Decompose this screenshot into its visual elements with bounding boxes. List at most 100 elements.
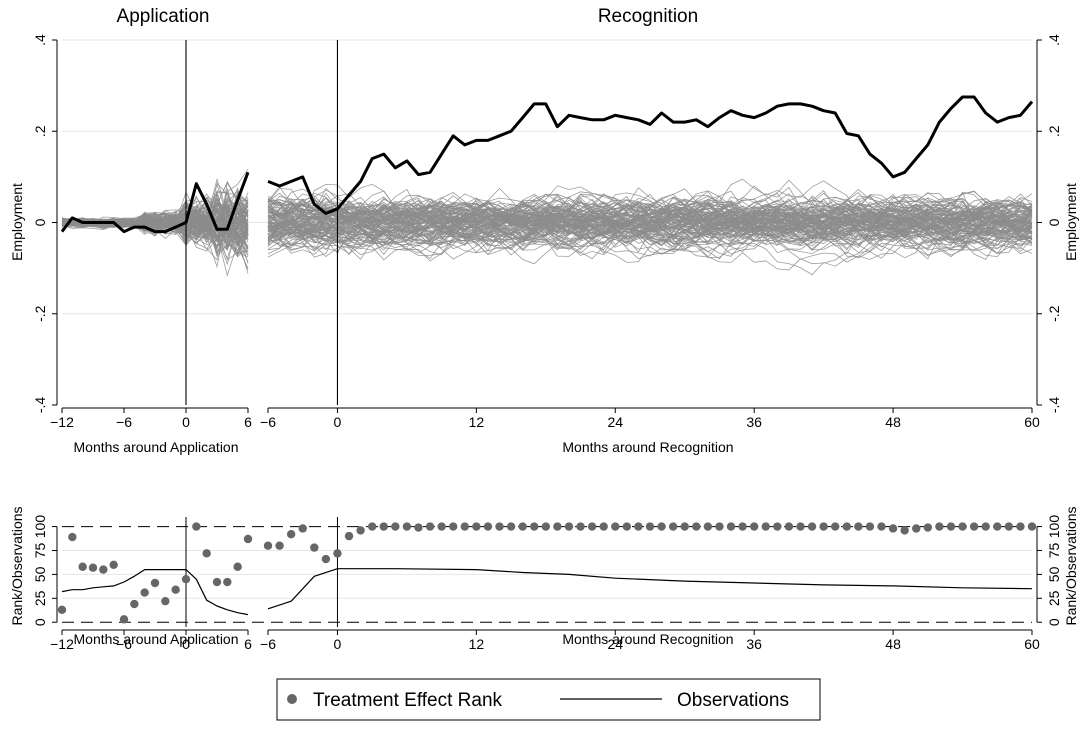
rank-point-recognition (842, 522, 851, 531)
rank-point-recognition (506, 522, 516, 531)
x-tick-label: 24 (607, 414, 623, 430)
x-axis-label-recognition: Months around Recognition (562, 439, 733, 455)
x-tick-label: 0 (334, 414, 342, 430)
rank-point-recognition (993, 522, 1002, 531)
rank-point-application (57, 605, 67, 614)
employment-gridlines (62, 39, 1032, 315)
rank-point-recognition (599, 522, 608, 531)
x-tick-label: −12 (50, 414, 74, 430)
employment-panel: -.4 -.2 0 .2 .4 -.4 -.2 0 .2 .4 −12 −6 0 6 −6 0 12 24 36 48… (9, 6, 1079, 455)
rank-point-application (99, 565, 108, 574)
y-tick-label: 50 (32, 566, 48, 582)
rank-point-recognition (877, 522, 886, 531)
rank-point-recognition (1027, 522, 1037, 531)
rank-point-recognition (888, 524, 898, 533)
legend-rank-label: Treatment Effect Rank (313, 690, 503, 711)
y-tick-label: -.4 (1046, 397, 1062, 414)
x-tick-label: 36 (746, 414, 762, 430)
rank-point-recognition (344, 531, 354, 541)
rank-point-recognition (483, 522, 493, 531)
rank-point-recognition (437, 522, 446, 531)
y-tick-label: 100 (1046, 515, 1062, 539)
rank-point-recognition (865, 522, 875, 531)
placebo-line-recognition (267, 211, 1033, 258)
placebo-line-application (61, 207, 249, 257)
rank-point-recognition (402, 522, 412, 531)
rank-point-recognition (495, 522, 504, 531)
rank-point-recognition (784, 522, 794, 531)
rank-point-recognition (773, 522, 782, 531)
x-tick-label: 48 (885, 414, 901, 430)
rank-point-recognition (553, 522, 562, 531)
rank-point-recognition (854, 522, 863, 531)
placebo-line-recognition (267, 197, 1033, 250)
rank-point-recognition (1016, 522, 1025, 531)
x-tick-label: 24 (607, 636, 623, 652)
x-tick-label: 36 (746, 636, 762, 652)
rank-point-application (78, 562, 87, 571)
legend-observations-label: Observations (677, 690, 789, 711)
rank-point-recognition (587, 522, 597, 531)
rank-point-application (192, 522, 201, 531)
placebo-line-recognition (267, 183, 1033, 232)
y-tick-label: 50 (1046, 566, 1062, 582)
rank-point-application (130, 599, 139, 609)
placebo-line-recognition (267, 200, 1033, 242)
rank-point-recognition (958, 522, 967, 531)
employment-axes: -.4 -.2 0 .2 .4 -.4 -.2 0 .2 .4 −12 −6 0 6 −6 0 12 24 36 48… (32, 34, 1062, 430)
rank-point-recognition (657, 522, 666, 531)
rank-point-recognition (796, 522, 805, 531)
rank-y-axis-label-right: Rank/Observations (1063, 506, 1079, 625)
placebo-lines (61, 169, 1033, 277)
rank-point-recognition (275, 541, 284, 550)
x-tick-label: 60 (1024, 414, 1040, 430)
rank-point-recognition (946, 522, 956, 531)
y-tick-label: -.4 (32, 397, 48, 414)
y-tick-label: -.2 (32, 305, 48, 322)
x-tick-label: 48 (885, 636, 901, 652)
y-tick-label: 75 (1046, 542, 1062, 558)
legend-rank-marker (287, 694, 297, 704)
x-tick-label: −6 (116, 636, 132, 652)
rank-point-application (68, 532, 77, 542)
rank-point-application (171, 585, 180, 594)
rank-point-recognition (912, 524, 921, 533)
rank-point-application (161, 596, 170, 606)
y-tick-label: 0 (1046, 618, 1062, 626)
rank-point-recognition (715, 522, 724, 531)
legend-box (276, 678, 821, 721)
placebo-line-recognition (267, 203, 1033, 246)
rank-point-recognition (1004, 522, 1014, 531)
x-tick-label: −12 (50, 636, 74, 652)
legend: Treatment Effect Rank Observations (276, 678, 821, 721)
rank-point-recognition (472, 522, 481, 531)
rank-point-recognition (530, 522, 539, 531)
x-tick-label: −6 (260, 636, 276, 652)
rank-point-recognition (634, 522, 643, 531)
placebo-line-recognition (267, 195, 1033, 244)
rank-point-recognition (564, 522, 574, 531)
rank-point-application (181, 574, 191, 584)
placebo-line-recognition (267, 209, 1033, 252)
rank-point-recognition (379, 522, 388, 531)
rank-point-recognition (518, 522, 527, 531)
placebo-line-recognition (267, 211, 1033, 257)
treated-line-application (60, 171, 250, 234)
rank-marks (57, 517, 1037, 627)
rank-point-application (119, 615, 129, 624)
x-tick-label: 0 (182, 414, 190, 430)
rank-x-axis-label-application: Months around Application (74, 631, 239, 647)
y-tick-label: 0 (1046, 218, 1062, 226)
rank-point-recognition (703, 522, 713, 531)
rank-point-recognition (819, 522, 828, 531)
rank-point-recognition (333, 549, 342, 558)
placebo-line-recognition (267, 208, 1033, 248)
rank-point-application (150, 578, 160, 588)
rank-point-recognition (969, 522, 979, 531)
rank-point-application (88, 563, 98, 572)
rank-point-recognition (356, 526, 365, 535)
rank-point-recognition (807, 522, 817, 531)
y-tick-label: .4 (1046, 34, 1062, 46)
placebo-line-recognition (267, 202, 1033, 240)
